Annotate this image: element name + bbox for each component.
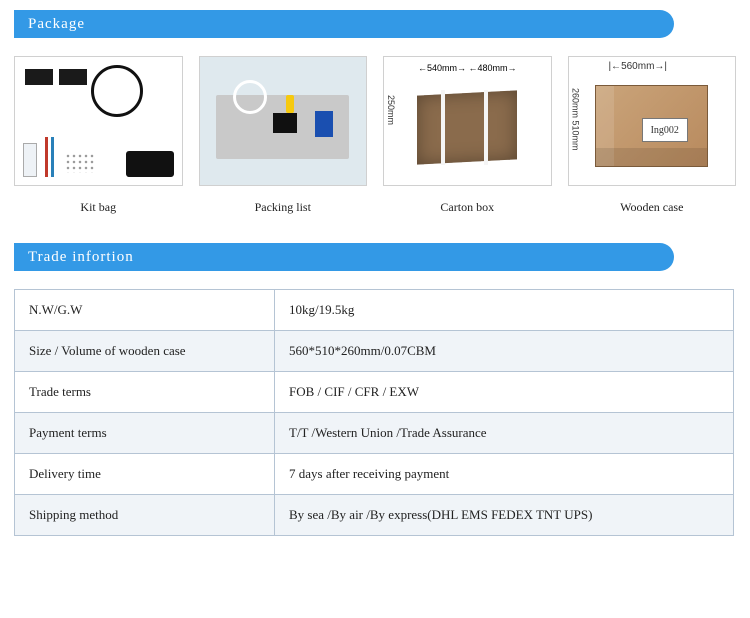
dim-label: |←560mm→|: [608, 61, 667, 72]
table-row: Size / Volume of wooden case 560*510*260…: [15, 331, 734, 372]
caption: Packing list: [199, 200, 368, 215]
table-cell-value: FOB / CIF / CFR / EXW: [275, 372, 734, 413]
trade-info-table: N.W/G.W10kg/19.5kgSize / Volume of woode…: [14, 289, 734, 536]
gallery-item-kit-bag: Kit bag: [14, 56, 183, 215]
table-cell-key: Payment terms: [15, 413, 275, 454]
table-cell-value: 7 days after receiving payment: [275, 454, 734, 495]
caption: Carton box: [383, 200, 552, 215]
table-cell-value: T/T /Western Union /Trade Assurance: [275, 413, 734, 454]
dim-label: 260mm 510mm: [571, 88, 581, 151]
section-header-trade: Trade infortion: [14, 243, 674, 271]
thumb-kit-bag: [14, 56, 183, 186]
crate-label: Ing002: [642, 118, 688, 142]
table-cell-key: Shipping method: [15, 495, 275, 536]
table-row: Shipping method By sea /By air /By expre…: [15, 495, 734, 536]
section-header-package: Package: [14, 10, 674, 38]
table-cell-key: Trade terms: [15, 372, 275, 413]
table-cell-key: N.W/G.W: [15, 290, 275, 331]
thumb-packing-list: [199, 56, 368, 186]
dim-label: 250mm: [386, 95, 396, 125]
table-row: Trade termsFOB / CIF / CFR / EXW: [15, 372, 734, 413]
thumb-carton-box: 250mm: [383, 56, 552, 186]
table-cell-value: By sea /By air /By express(DHL EMS FEDEX…: [275, 495, 734, 536]
table-cell-key: Size / Volume of wooden case: [15, 331, 275, 372]
gallery-item-wooden-case: Ing002 |←560mm→| 260mm 510mm Wooden case: [568, 56, 737, 215]
table-cell-value: 560*510*260mm/0.07CBM: [275, 331, 734, 372]
table-row: Payment termsT/T /Western Union /Trade A…: [15, 413, 734, 454]
dim-label: [414, 63, 521, 74]
table-cell-value: 10kg/19.5kg: [275, 290, 734, 331]
table-row: N.W/G.W10kg/19.5kg: [15, 290, 734, 331]
thumb-wooden-case: Ing002 |←560mm→| 260mm 510mm: [568, 56, 737, 186]
gallery-item-packing-list: Packing list: [199, 56, 368, 215]
table-row: Delivery time7 days after receiving paym…: [15, 454, 734, 495]
caption: Kit bag: [14, 200, 183, 215]
table-cell-key: Delivery time: [15, 454, 275, 495]
gallery-item-carton-box: 250mm Carton box: [383, 56, 552, 215]
package-gallery: Kit bag Packing list 250mm Carton box In…: [14, 56, 736, 215]
caption: Wooden case: [568, 200, 737, 215]
